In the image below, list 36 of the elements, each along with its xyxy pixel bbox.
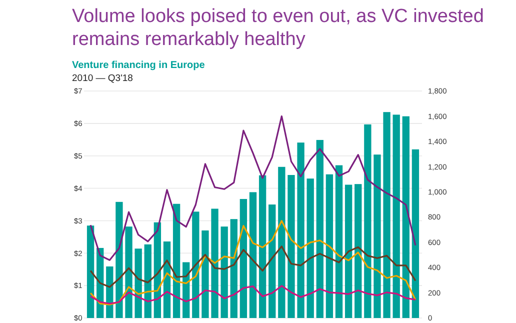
bar: [402, 116, 410, 318]
line-series: [90, 220, 416, 306]
bar: [374, 154, 381, 318]
line-series: [90, 285, 416, 304]
line-series: [90, 115, 416, 261]
chart-subtitle: Venture financing in Europe: [72, 60, 206, 71]
bar: [202, 230, 209, 318]
bar: [258, 175, 266, 318]
bar: [412, 149, 420, 318]
bar: [288, 174, 295, 318]
bar: [211, 208, 218, 318]
bar: [192, 212, 200, 318]
bar: [344, 184, 352, 318]
bar: [134, 248, 142, 318]
bar: [326, 174, 334, 318]
bar: [278, 166, 286, 318]
bar: [125, 226, 132, 318]
bar: [383, 112, 390, 318]
bar: [86, 226, 94, 318]
bar: [392, 114, 400, 318]
bar: [116, 202, 123, 318]
bar: [306, 178, 314, 318]
bar: [230, 219, 238, 318]
chart-title: Volume looks poised to even out, as VC invested remains remarkably healthy: [72, 6, 484, 50]
bar: [297, 142, 304, 318]
bar: [268, 204, 276, 318]
bar: [354, 184, 362, 318]
bar: [335, 165, 343, 318]
bar: [240, 198, 248, 318]
bar: [220, 226, 228, 318]
bar: [316, 140, 324, 318]
bar: [364, 124, 372, 318]
line-series: [90, 246, 416, 288]
text: 2010 — Q3'18: [72, 73, 133, 84]
bar: [249, 192, 257, 318]
bar: [144, 244, 152, 318]
